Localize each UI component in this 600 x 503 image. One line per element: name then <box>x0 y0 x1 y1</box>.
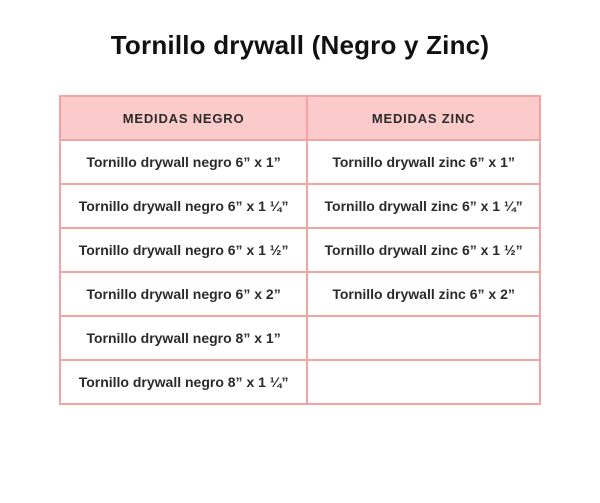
table-row: Tornillo drywall negro 6” x 1 ¼” Tornill… <box>58 183 541 229</box>
measurements-table: MEDIDAS NEGRO MEDIDAS ZINC Tornillo dryw… <box>58 95 541 405</box>
cell-zinc: Tornillo drywall zinc 6” x 2” <box>306 271 541 317</box>
cell-negro: Tornillo drywall negro 8” x 1 ¼” <box>58 359 309 405</box>
table-row: Tornillo drywall negro 8” x 1” <box>58 315 541 361</box>
cell-negro: Tornillo drywall negro 8” x 1” <box>58 315 309 361</box>
cell-negro: Tornillo drywall negro 6” x 2” <box>58 271 309 317</box>
column-header-medidas-negro: MEDIDAS NEGRO <box>58 95 309 141</box>
table-header-row: MEDIDAS NEGRO MEDIDAS ZINC <box>58 95 541 141</box>
column-header-medidas-zinc: MEDIDAS ZINC <box>306 95 541 141</box>
table-row: Tornillo drywall negro 6” x 1” Tornillo … <box>58 139 541 185</box>
table-row: Tornillo drywall negro 6” x 1 ½” Tornill… <box>58 227 541 273</box>
cell-zinc: Tornillo drywall zinc 6” x 1 ½” <box>306 227 541 273</box>
cell-negro: Tornillo drywall negro 6” x 1” <box>58 139 309 185</box>
cell-negro: Tornillo drywall negro 6” x 1 ¼” <box>58 183 309 229</box>
page-title: Tornillo drywall (Negro y Zinc) <box>110 30 490 60</box>
cell-zinc <box>306 315 541 361</box>
cell-zinc <box>306 359 541 405</box>
cell-negro: Tornillo drywall negro 6” x 1 ½” <box>58 227 309 273</box>
table-row: Tornillo drywall negro 6” x 2” Tornillo … <box>58 271 541 317</box>
cell-zinc: Tornillo drywall zinc 6” x 1” <box>306 139 541 185</box>
cell-zinc: Tornillo drywall zinc 6” x 1 ¼” <box>306 183 541 229</box>
table-row: Tornillo drywall negro 8” x 1 ¼” <box>58 359 541 405</box>
